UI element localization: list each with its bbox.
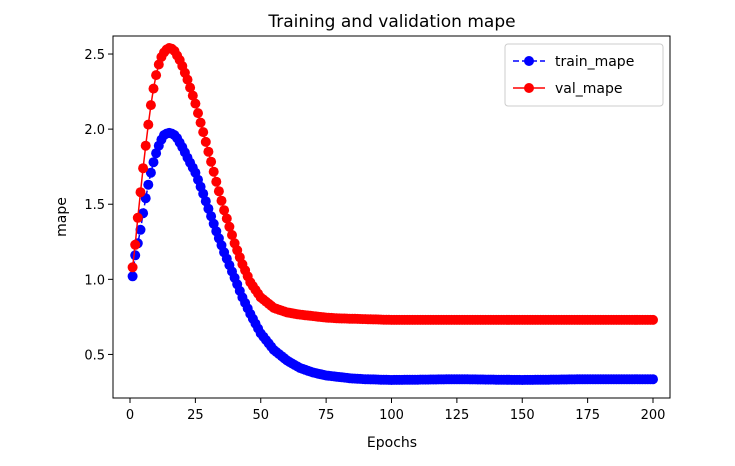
data-point-val_mape (140, 140, 151, 151)
data-point-val_mape (143, 119, 154, 130)
y-tick-label: 2.0 (84, 123, 105, 138)
data-point-val_mape (182, 74, 193, 85)
series-val_mape (127, 43, 658, 325)
series-layer (127, 43, 658, 385)
data-point-val_mape (130, 239, 141, 250)
legend-label: train_mape (555, 54, 634, 70)
data-point-train_mape (200, 196, 211, 207)
data-point-train_mape (206, 211, 217, 222)
data-point-train_mape (127, 271, 138, 282)
data-point-train_mape (198, 188, 209, 199)
data-point-val_mape (185, 82, 196, 93)
data-point-val_mape (132, 212, 143, 223)
y-tick-label: 1.5 (84, 198, 105, 213)
data-point-val_mape (203, 146, 214, 157)
data-point-val_mape (138, 163, 149, 174)
legend: train_mape val_mape (504, 43, 664, 107)
y-tick-label: 2.5 (84, 48, 105, 63)
legend-label: val_mape (555, 81, 622, 97)
x-tick-label: 175 (575, 408, 600, 423)
data-point-val_mape (198, 127, 209, 138)
data-point-val_mape (151, 70, 162, 81)
legend-marker (524, 56, 534, 66)
data-point-val_mape (216, 195, 227, 206)
y-tick-label: 1.0 (84, 273, 105, 288)
x-tick-label: 0 (126, 408, 134, 423)
data-point-val_mape (221, 213, 232, 224)
legend-box (504, 43, 664, 107)
data-point-train_mape (130, 250, 141, 261)
x-tick-label: 125 (444, 408, 469, 423)
data-point-val_mape (135, 187, 146, 198)
x-tick-label: 50 (252, 408, 269, 423)
data-point-val_mape (187, 90, 198, 101)
data-point-val_mape (195, 117, 206, 128)
data-point-val_mape (211, 176, 222, 187)
data-point-val_mape (190, 98, 201, 109)
data-point-val_mape (213, 186, 224, 197)
x-tick-label: 25 (187, 408, 204, 423)
data-point-val_mape (224, 221, 235, 232)
data-point-train_mape (203, 203, 214, 214)
legend-item-val_mape: val_mape (513, 81, 622, 97)
x-axis-ticks: 0 25 50 75 100 125 150 175 200 (126, 398, 666, 423)
data-point-train_mape (151, 148, 162, 159)
x-tick-label: 200 (641, 408, 666, 423)
data-point-train_mape (208, 218, 219, 229)
data-point-val_mape (153, 59, 164, 70)
data-point-val_mape (127, 262, 138, 273)
y-tick-label: 0.5 (84, 348, 105, 363)
data-point-train_mape (145, 167, 156, 178)
x-tick-label: 75 (318, 408, 335, 423)
data-point-train_mape (143, 179, 154, 190)
x-tick-label: 100 (379, 408, 404, 423)
data-point-val_mape (219, 205, 230, 216)
data-point-train_mape (135, 224, 146, 235)
data-point-val_mape (227, 230, 237, 240)
data-point-val_mape (200, 136, 211, 147)
data-point-val_mape (648, 314, 658, 325)
data-point-train_mape (648, 374, 658, 385)
x-tick-label: 150 (510, 408, 535, 423)
y-axis-label: mape (54, 197, 70, 237)
data-point-val_mape (148, 83, 159, 94)
legend-item-train_mape: train_mape (513, 54, 634, 70)
data-point-val_mape (145, 100, 156, 111)
data-point-train_mape (148, 157, 159, 168)
x-axis-label: Epochs (367, 435, 417, 451)
data-point-val_mape (208, 166, 219, 177)
data-point-val_mape (206, 156, 217, 167)
legend-marker (524, 83, 534, 93)
chart-title: Training and validation mape (267, 12, 515, 32)
data-point-val_mape (193, 108, 203, 119)
y-axis-ticks: 0.5 1.0 1.5 2.0 2.5 (84, 48, 113, 363)
